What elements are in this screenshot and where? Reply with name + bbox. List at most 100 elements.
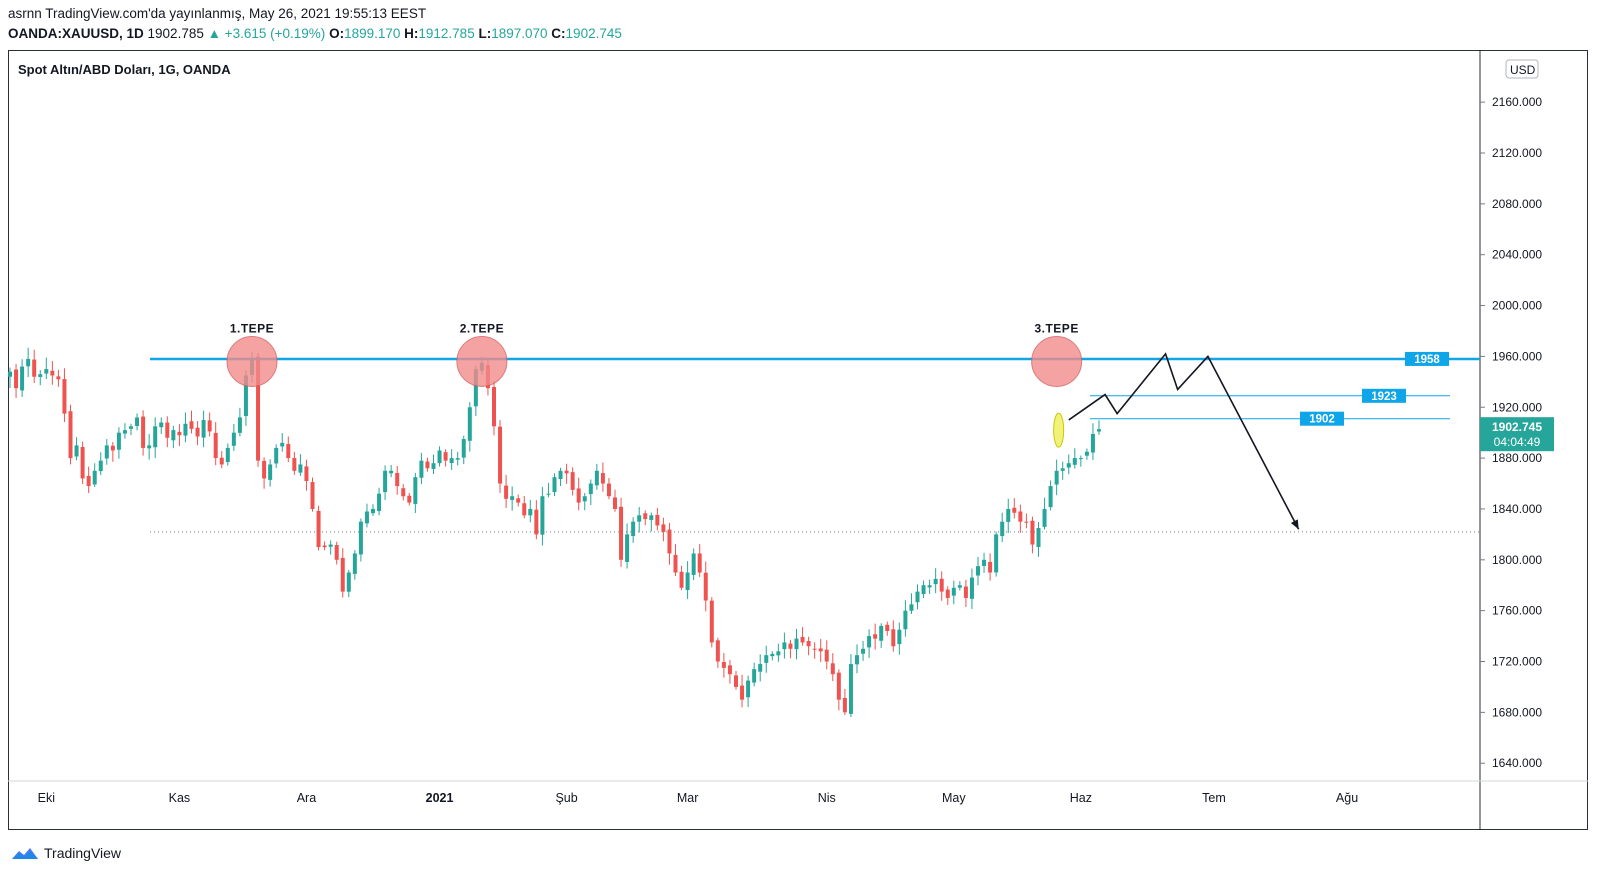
candle-body [564, 470, 569, 474]
candle-body [213, 432, 218, 459]
candle-body [443, 452, 448, 461]
candle-body [631, 521, 636, 537]
candle-body [703, 572, 708, 601]
candle-body [407, 495, 412, 503]
candle-body [389, 470, 394, 474]
currency-label: USD [1510, 63, 1536, 77]
chart-title: Spot Altın/ABD Doları, 1G, OANDA [18, 62, 231, 77]
candle-body [740, 685, 745, 700]
candle-body [903, 610, 908, 630]
candle-body [776, 651, 781, 656]
candle-body [20, 366, 25, 391]
candle-body [891, 629, 896, 647]
candle-body [498, 426, 503, 484]
candle-body [286, 443, 291, 459]
candle-body [183, 423, 188, 436]
candle-body [836, 672, 841, 700]
x-tick-label: 2021 [426, 791, 454, 805]
candle-body [576, 488, 581, 503]
candle-body [219, 457, 224, 465]
candle-body [274, 447, 279, 464]
candle-body [68, 411, 73, 459]
symbol-ohlc-line: OANDA:XAUUSD, 1D 1902.785 ▲ +3.615 (+0.1… [8, 26, 622, 41]
candle-body [600, 473, 605, 484]
candle-body [570, 472, 575, 490]
candle-body [1018, 511, 1023, 522]
candle-body [885, 624, 890, 632]
candle-body [358, 521, 363, 555]
candle-body [679, 571, 684, 588]
candle-body [1078, 458, 1083, 460]
candle-body [510, 496, 515, 500]
candle-body [1097, 429, 1101, 432]
y-tick-label: 1680.000 [1492, 705, 1542, 719]
candle-body [243, 375, 248, 417]
candle-body [588, 483, 593, 495]
candle-body [328, 544, 333, 547]
symbol-label: OANDA:XAUUSD, 1D [8, 26, 144, 41]
peak-circle [226, 335, 278, 387]
candle-body [316, 510, 321, 548]
candle-body [110, 445, 115, 451]
price-tag-label: 1958 [1414, 354, 1440, 366]
currency-badge [1505, 59, 1539, 79]
close-label: C: [551, 26, 566, 41]
candle-body [734, 675, 738, 687]
candle-body [1060, 468, 1065, 471]
candle-body [334, 545, 339, 560]
candle-body [752, 669, 757, 683]
candle-body [135, 417, 140, 427]
candle-body [1036, 528, 1041, 547]
candle-body [1084, 451, 1089, 456]
open-label: O: [329, 26, 345, 41]
candle-body [933, 578, 938, 585]
candle-body [709, 600, 714, 643]
candle-body [195, 427, 200, 437]
candle-body [201, 419, 206, 438]
candle-body [764, 655, 769, 663]
candle-body [727, 665, 732, 675]
candle-body [782, 642, 787, 650]
candle-body [915, 591, 920, 603]
candle-body [921, 585, 926, 595]
candle-body [945, 589, 950, 598]
candle-body [207, 420, 212, 432]
peak-circle [456, 335, 508, 387]
last-price-tag [1480, 417, 1554, 452]
candle-body [1072, 458, 1077, 465]
candle-body [425, 461, 430, 469]
candle-body [437, 450, 442, 464]
candle-body [8, 371, 12, 377]
candle-body [413, 477, 418, 504]
candle-body [26, 358, 31, 367]
candle-body [909, 604, 914, 611]
candle-body [1054, 470, 1059, 485]
chart-panel[interactable] [8, 50, 1588, 830]
candle-body [310, 481, 315, 509]
candle-body [842, 697, 847, 713]
candle-body [62, 379, 67, 414]
candle-body [383, 470, 388, 493]
candle-body [982, 559, 987, 566]
tradingview-brand[interactable]: TradingView [10, 845, 121, 861]
candle-body [770, 653, 775, 657]
candle-body [861, 648, 866, 654]
tradingview-logo-icon [12, 848, 38, 859]
high-label: H: [404, 26, 419, 41]
candle-body [1006, 508, 1011, 522]
candle-body [643, 513, 648, 520]
y-tick-label: 1840.000 [1492, 502, 1542, 516]
x-tick-label: Şub [555, 791, 577, 805]
candle-body [171, 430, 176, 441]
candle-body [44, 369, 49, 374]
candle-body [1030, 520, 1035, 545]
candle-body [80, 447, 85, 479]
candle-body [685, 572, 690, 591]
candle-body [322, 545, 327, 548]
candle-body [582, 496, 587, 502]
candle-body [546, 493, 551, 495]
y-tick-label: 1640.000 [1492, 756, 1542, 770]
candle-body [104, 445, 109, 459]
candle-body [976, 566, 980, 576]
